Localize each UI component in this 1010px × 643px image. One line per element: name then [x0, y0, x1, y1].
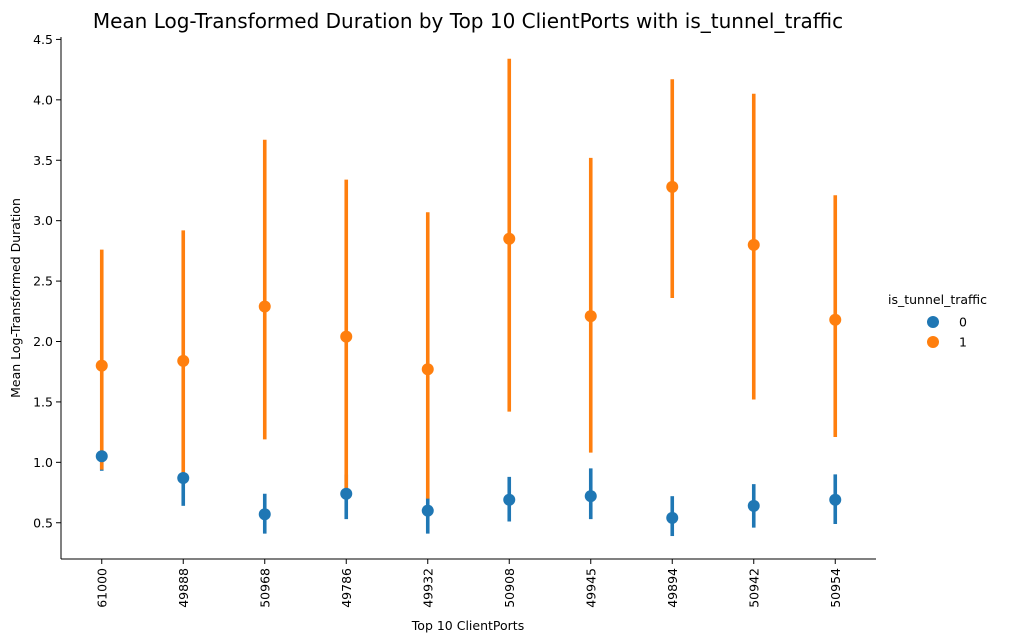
chart-title: Mean Log-Transformed Duration by Top 10 … [93, 9, 843, 33]
point-series-0 [177, 472, 190, 485]
point-series-1 [829, 313, 842, 326]
point-series-1 [340, 330, 353, 343]
legend-marker-0 [927, 316, 939, 328]
point-series-0 [584, 490, 597, 503]
point-series-0 [666, 511, 679, 524]
point-series-0 [503, 493, 516, 506]
legend-label: 1 [959, 335, 967, 350]
point-series-0 [258, 508, 271, 521]
point-series-1 [666, 180, 679, 193]
point-series-1 [177, 354, 190, 367]
x-tick-label: 50954 [828, 568, 843, 608]
y-tick-label: 2.0 [33, 334, 53, 349]
y-tick-label: 3.5 [33, 153, 53, 168]
x-tick-label: 49894 [665, 568, 680, 608]
legend-label: 0 [959, 315, 967, 330]
point-series-1 [95, 359, 108, 372]
point-series-1 [503, 232, 516, 245]
point-series-0 [747, 499, 760, 512]
point-series-0 [829, 493, 842, 506]
x-tick-label: 49786 [339, 568, 354, 608]
y-tick-label: 1.0 [33, 455, 53, 470]
x-axis-label: Top 10 ClientPorts [411, 618, 524, 633]
x-tick-label: 50942 [746, 568, 761, 608]
point-series-1 [747, 238, 760, 251]
x-tick-label: 50968 [257, 568, 272, 608]
legend-marker-1 [927, 336, 939, 348]
y-axis-label: Mean Log-Transformed Duration [8, 198, 23, 398]
y-tick-label: 4.0 [33, 92, 53, 107]
y-tick-label: 4.5 [33, 32, 53, 47]
x-tick-label: 50908 [502, 568, 517, 608]
y-tick-label: 1.5 [33, 394, 53, 409]
point-series-1 [258, 300, 271, 313]
point-series-1 [584, 310, 597, 323]
x-tick-label: 49945 [583, 568, 598, 608]
legend-title: is_tunnel_traffic [888, 292, 987, 307]
y-tick-label: 0.5 [33, 515, 53, 530]
x-tick-label: 61000 [94, 568, 109, 608]
y-tick-label: 2.5 [33, 274, 53, 289]
x-ticks: 61000 49888 50968 49786 49932 50908 49945 49894… [94, 559, 843, 608]
plot-marks [95, 58, 842, 537]
point-series-1 [421, 363, 434, 376]
y-tick-label: 3.0 [33, 213, 53, 228]
point-series-0 [340, 487, 353, 500]
point-series-0 [421, 504, 434, 517]
y-ticks: 0.5 1.0 1.5 2.0 2.5 3.0 3.5 4.0 4.5 [33, 32, 61, 530]
x-tick-label: 49888 [176, 568, 191, 608]
point-series-0 [95, 450, 108, 463]
x-tick-label: 49932 [420, 568, 435, 608]
legend: is_tunnel_traffic 0 1 [888, 292, 987, 350]
